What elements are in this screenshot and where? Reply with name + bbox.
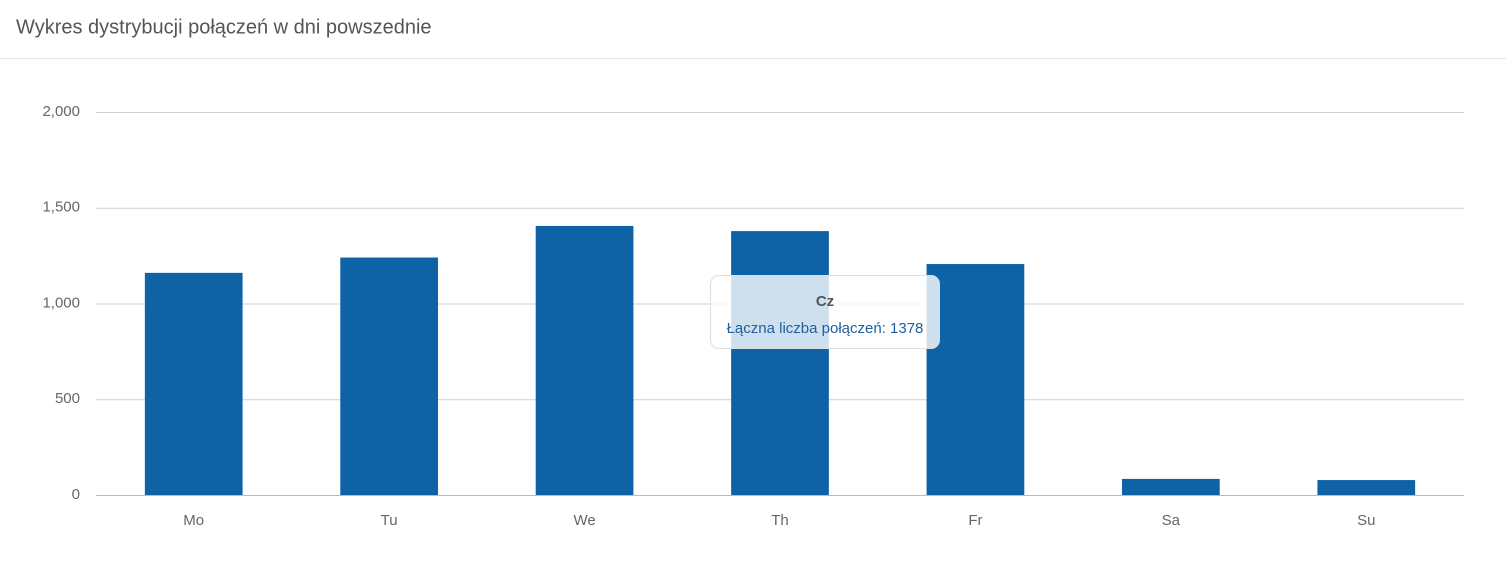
x-tick-label: Fr	[968, 512, 982, 529]
bar	[926, 264, 1025, 495]
y-tick-label: 2,000	[42, 103, 80, 120]
x-tick-label: Tu	[381, 512, 398, 529]
x-tick-label: Sa	[1162, 512, 1181, 529]
bar	[731, 231, 829, 495]
y-tick-label: 0	[72, 486, 80, 503]
bar	[144, 272, 243, 495]
x-tick-label: We	[573, 512, 595, 529]
y-tick-label: 1,000	[42, 294, 80, 311]
x-tick-label: Mo	[183, 512, 204, 529]
x-tick-label: Su	[1357, 512, 1375, 529]
bar	[1317, 480, 1416, 495]
tooltip: Cz Łączna liczba połączeń: 1378	[710, 275, 940, 349]
chart-title: Wykres dystrybucji połączeń w dni powsze…	[16, 16, 432, 38]
bar	[340, 257, 438, 495]
x-tick-label: Th	[771, 512, 789, 529]
tooltip-label: Łączna liczba połączeń: 1378	[726, 320, 924, 337]
y-tick-label: 500	[55, 390, 80, 407]
y-tick-label: 1,500	[42, 199, 80, 216]
bar	[535, 225, 634, 495]
bar	[1122, 478, 1220, 495]
tooltip-title: Cz	[815, 293, 835, 310]
